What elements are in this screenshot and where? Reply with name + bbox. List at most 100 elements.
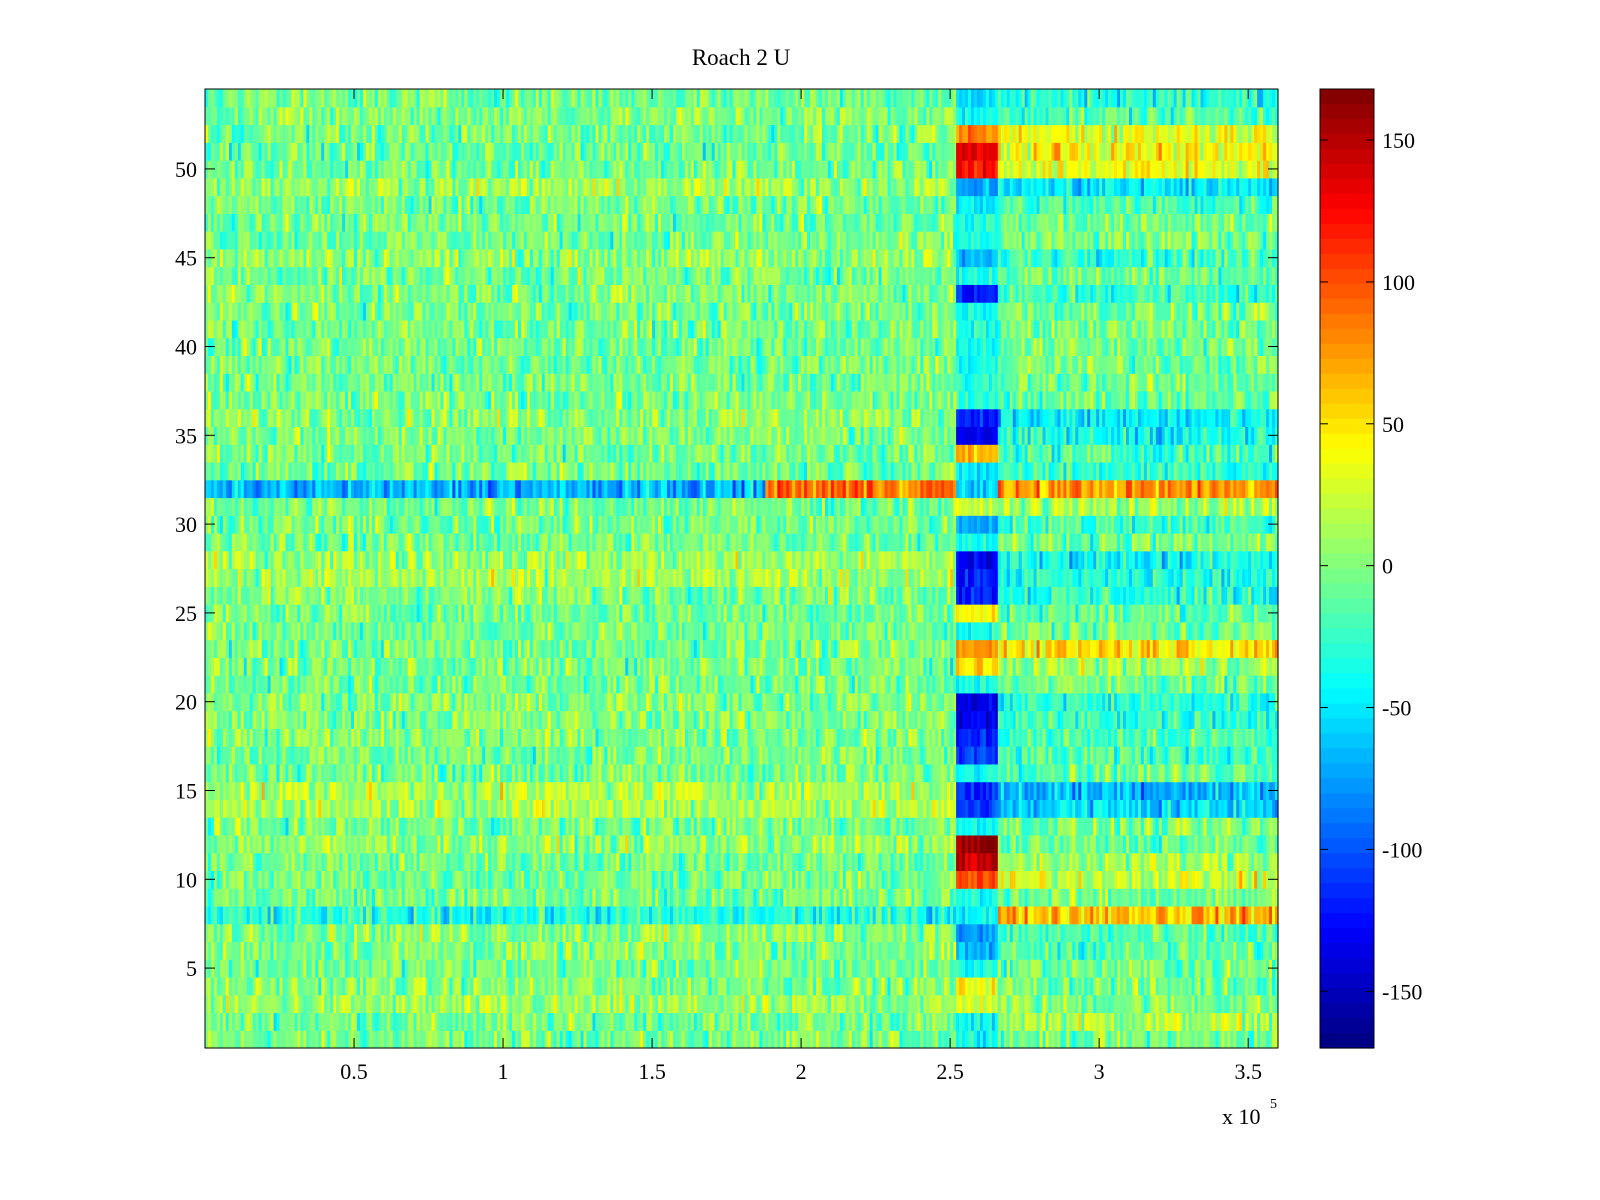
heatmap-cell <box>207 1012 212 1031</box>
heatmap-cell <box>747 1030 752 1049</box>
heatmap-cell <box>1227 1030 1231 1049</box>
heatmap-cell <box>965 1012 969 1031</box>
heatmap-cell <box>294 1030 298 1049</box>
heatmap-cell <box>929 1030 933 1049</box>
heatmap-cell <box>368 959 373 978</box>
heatmap-cell <box>368 994 373 1014</box>
heatmap-cell <box>574 959 579 978</box>
heatmap-cell <box>1012 976 1017 996</box>
heatmap-cell <box>1227 976 1231 996</box>
heatmap-cell <box>649 994 653 1014</box>
heatmap-cell <box>845 994 850 1014</box>
heatmap-cell <box>634 1030 638 1049</box>
heatmap-cell <box>473 1030 477 1049</box>
heatmap-cell <box>234 1030 239 1049</box>
heatmap-cell <box>509 994 513 1014</box>
heatmap-cell <box>1048 1012 1053 1031</box>
heatmap-cell <box>717 976 722 996</box>
heatmap-cell <box>887 976 892 996</box>
heatmap-cell <box>839 994 844 1014</box>
heatmap-cell <box>371 1012 376 1031</box>
heatmap-cell <box>461 1030 465 1049</box>
heatmap-cell <box>959 994 963 1014</box>
heatmap-cell <box>956 1030 960 1049</box>
heatmap-cell <box>947 994 951 1014</box>
heatmap-cell <box>690 976 695 996</box>
heatmap-cell <box>1203 1030 1208 1049</box>
heatmap-cell <box>443 959 448 978</box>
heatmap-cell <box>968 976 972 996</box>
heatmap-cell <box>872 1030 877 1049</box>
heatmap-cell <box>1108 994 1112 1014</box>
heatmap-cell <box>446 976 451 996</box>
heatmap-cell <box>1111 994 1115 1014</box>
heatmap-cell <box>1075 976 1079 996</box>
heatmap-cell <box>675 1030 680 1049</box>
heatmap-cell <box>661 976 665 996</box>
heatmap-cell <box>863 1012 868 1031</box>
heatmap-cell <box>392 994 397 1014</box>
heatmap-cell <box>416 1012 421 1031</box>
heatmap-cell <box>1021 976 1026 996</box>
heatmap-cell <box>878 1030 883 1049</box>
heatmap-cell <box>795 1012 799 1031</box>
heatmap-cell <box>929 1012 933 1031</box>
heatmap-cell <box>1164 994 1169 1014</box>
heatmap-cell <box>1248 1030 1252 1049</box>
heatmap-cell <box>756 976 760 996</box>
heatmap-cell <box>404 994 409 1014</box>
heatmap-cell <box>425 959 430 978</box>
heatmap-cell <box>550 959 555 978</box>
heatmap-cell <box>696 1012 701 1031</box>
heatmap-cell <box>1170 1012 1175 1031</box>
heatmap-cell <box>1218 994 1222 1014</box>
heatmap-cell <box>1242 976 1246 996</box>
heatmap-cell <box>252 994 257 1014</box>
heatmap-cell <box>726 994 731 1014</box>
heatmap-cell <box>401 1030 406 1049</box>
heatmap-cell <box>1075 994 1079 1014</box>
heatmap-cell <box>234 959 239 978</box>
heatmap-cell <box>455 959 459 978</box>
heatmap-cell <box>1099 976 1103 996</box>
heatmap-cell <box>994 976 999 996</box>
heatmap-cell <box>1063 1030 1067 1049</box>
heatmap-cell <box>792 976 796 996</box>
heatmap-cell <box>744 976 749 996</box>
heatmap-cell <box>446 1030 451 1049</box>
heatmap-cell <box>744 1012 749 1031</box>
heatmap-cell <box>485 1012 489 1031</box>
heatmap-cell <box>738 1012 743 1031</box>
heatmap-cell <box>789 976 793 996</box>
heatmap-cell <box>973 994 978 1014</box>
heatmap-cell <box>720 1030 725 1049</box>
heatmap-cell <box>649 1030 653 1049</box>
heatmap-cell <box>354 994 358 1014</box>
heatmap-cell <box>979 994 984 1014</box>
heatmap-cell <box>1191 1012 1196 1031</box>
heatmap-cell <box>580 976 585 996</box>
heatmap-cell <box>1200 1012 1205 1031</box>
heatmap-cell <box>1027 976 1032 996</box>
heatmap-cell <box>482 1012 486 1031</box>
heatmap-cell <box>982 1012 987 1031</box>
heatmap-cell <box>637 959 641 978</box>
heatmap-cell <box>1054 976 1059 996</box>
heatmap-cell <box>494 1030 498 1049</box>
heatmap-cell <box>875 1030 880 1049</box>
heatmap-cell <box>914 1030 918 1049</box>
heatmap-cell <box>529 976 534 996</box>
heatmap-cell <box>1179 976 1184 996</box>
heatmap-cell <box>655 1030 659 1049</box>
heatmap-cell <box>982 976 987 996</box>
heatmap-cell <box>219 959 224 978</box>
heatmap-cell <box>392 1012 397 1031</box>
heatmap-cell <box>723 994 728 1014</box>
heatmap-cell <box>1030 994 1035 1014</box>
heatmap-cell <box>672 994 677 1014</box>
heatmap-cell <box>771 1030 775 1049</box>
heatmap-cell <box>1048 994 1053 1014</box>
heatmap-cell <box>1236 1030 1240 1049</box>
heatmap-cell <box>240 976 245 996</box>
heatmap-cell <box>1215 976 1219 996</box>
